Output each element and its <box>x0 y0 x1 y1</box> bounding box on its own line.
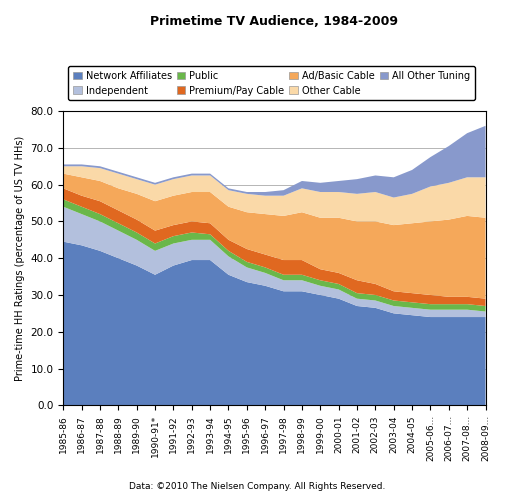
Legend: Network Affiliates, Independent, Public, Premium/Pay Cable, Ad/Basic Cable, Othe: Network Affiliates, Independent, Public,… <box>68 66 475 100</box>
Text: Data: ©2010 The Nielsen Company. All Rights Reserved.: Data: ©2010 The Nielsen Company. All Rig… <box>129 482 385 491</box>
Y-axis label: Prime-time HH Ratings (percentage of US TV HHs): Prime-time HH Ratings (percentage of US … <box>15 136 25 381</box>
Title: Primetime TV Audience, 1984-2009: Primetime TV Audience, 1984-2009 <box>151 15 398 28</box>
